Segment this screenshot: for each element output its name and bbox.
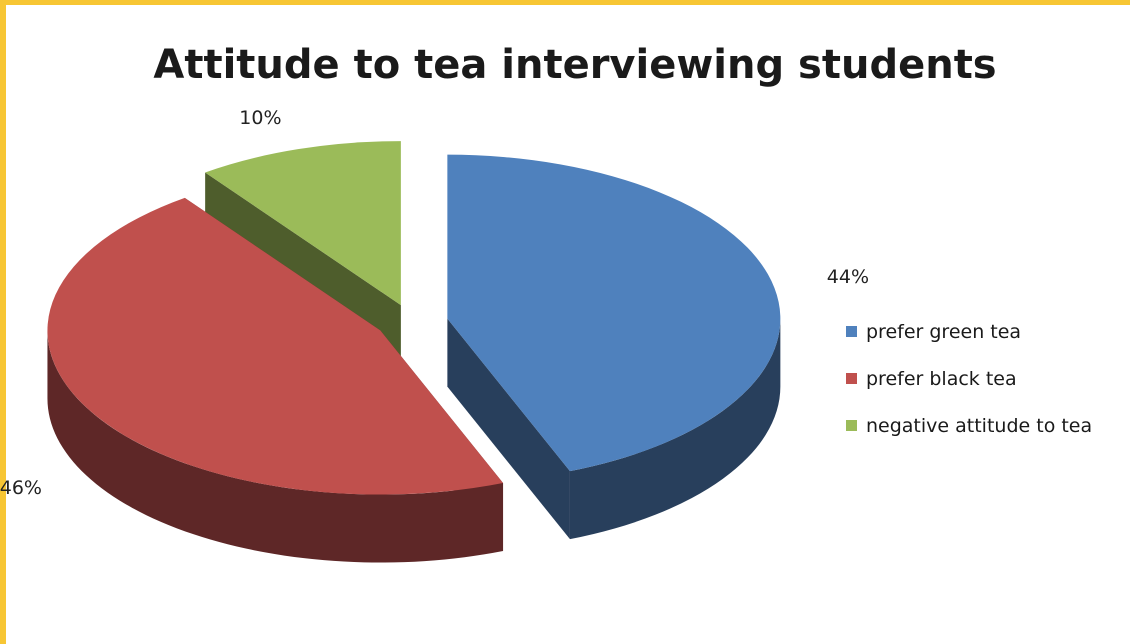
legend-item-negative: negative attitude to tea xyxy=(846,402,1092,449)
data-label-negative: 10% xyxy=(239,107,281,129)
legend-swatch-black-tea xyxy=(846,373,857,384)
slice-wall-green-tea xyxy=(447,318,570,540)
legend-label-black-tea: prefer black tea xyxy=(866,367,1017,390)
chart-legend: prefer green tea prefer black tea negati… xyxy=(846,308,1092,449)
slice-green-tea xyxy=(447,154,781,472)
legend-label-negative: negative attitude to tea xyxy=(866,414,1093,437)
legend-label-green-tea: prefer green tea xyxy=(866,320,1022,343)
data-label-black-tea: 46% xyxy=(0,477,42,499)
slice-rim-green-tea xyxy=(569,318,781,540)
legend-swatch-negative xyxy=(846,420,857,431)
chart-title: Attitude to tea interviewing students xyxy=(153,42,997,88)
legend-item-black-tea: prefer black tea xyxy=(846,355,1092,402)
data-label-green-tea: 44% xyxy=(827,266,869,288)
slice-rim-black-tea xyxy=(47,330,504,563)
legend-item-green-tea: prefer green tea xyxy=(846,308,1092,355)
legend-swatch-green-tea xyxy=(846,326,857,337)
slice-negative xyxy=(205,141,401,306)
slice-black-tea xyxy=(47,197,504,495)
